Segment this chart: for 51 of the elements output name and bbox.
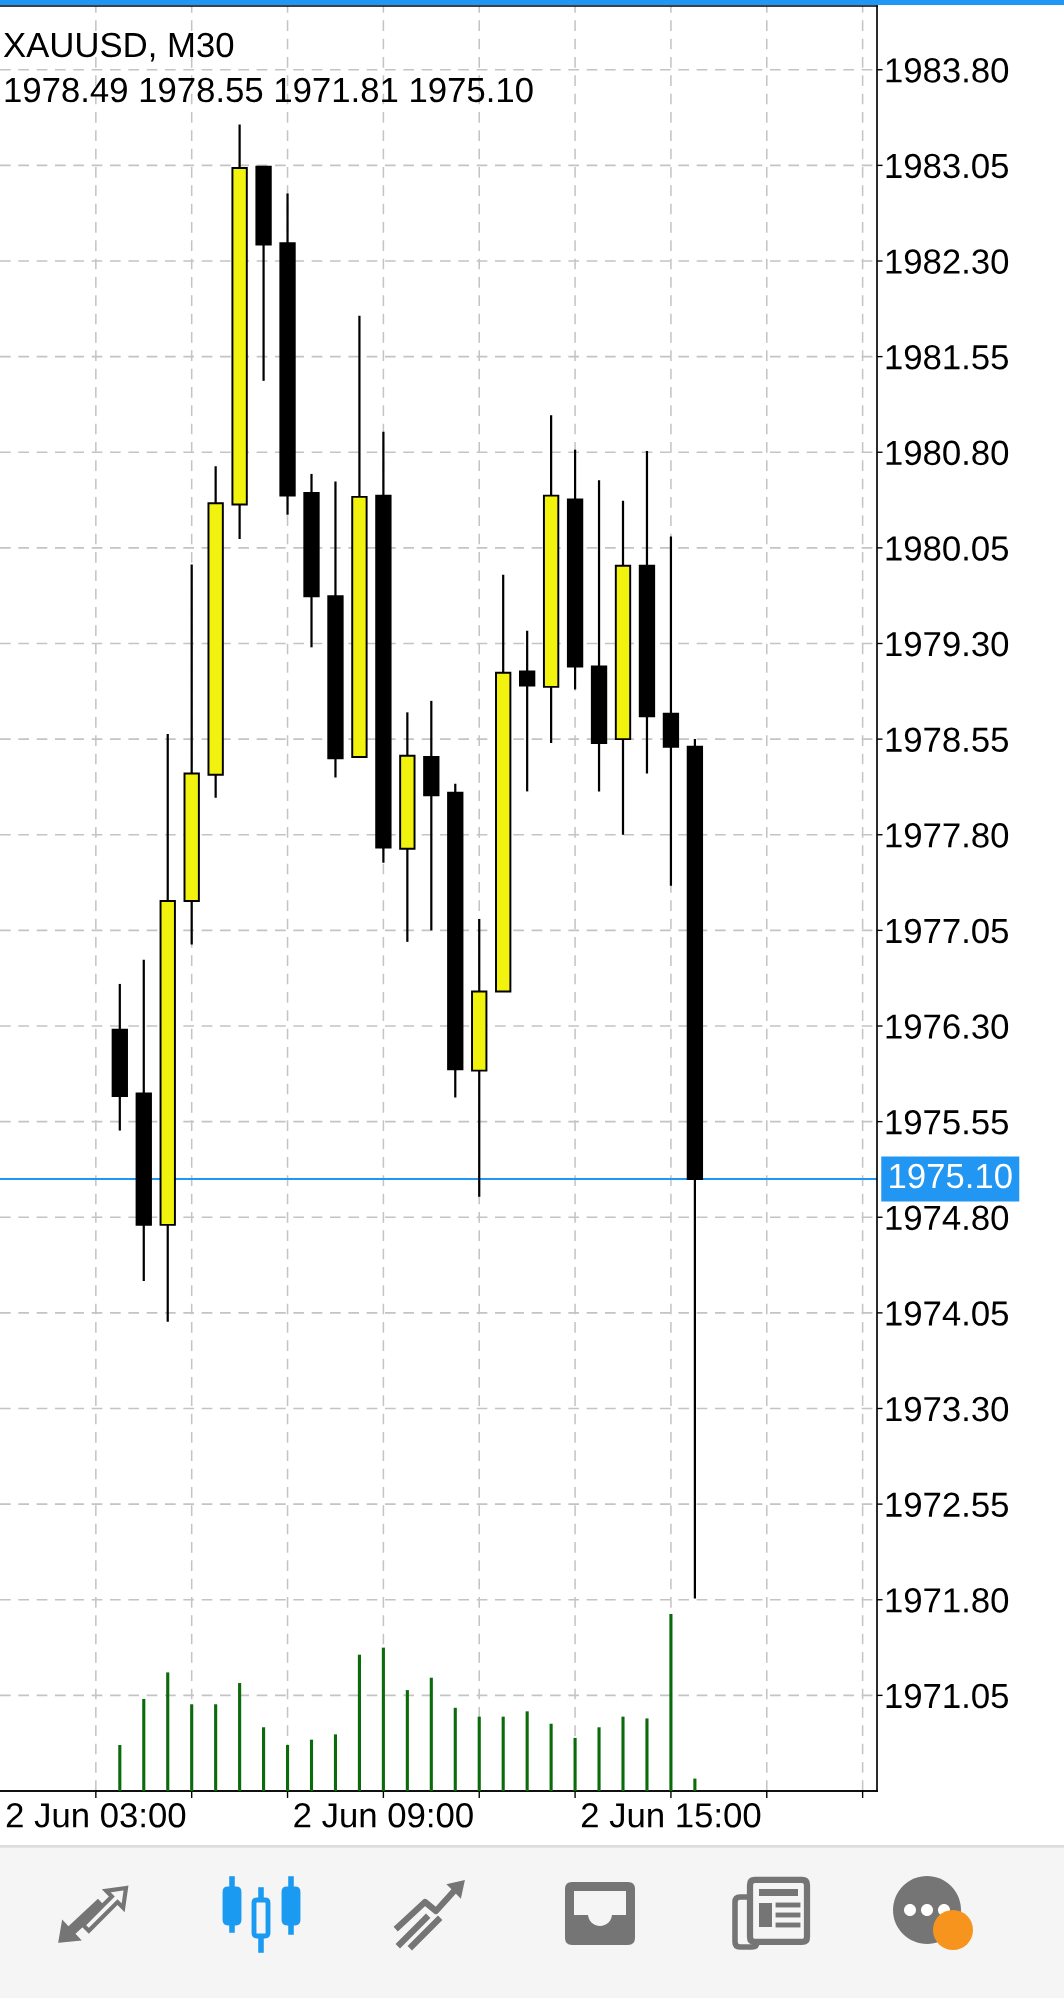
x-tick-label: 2 Jun 15:00 xyxy=(581,1803,761,1828)
y-tick-label: 1981.55 xyxy=(886,344,1008,370)
y-tick-label: 1980.80 xyxy=(886,440,1009,466)
y-tick-label: 1977.05 xyxy=(886,918,1008,944)
bar xyxy=(142,1698,146,1791)
bar xyxy=(501,1716,505,1791)
bar xyxy=(453,1707,457,1791)
bar xyxy=(285,1744,290,1791)
candlestick xyxy=(519,629,536,793)
text: XAUUSD, M30 xyxy=(3,32,234,62)
y-tick-label: 1976.30 xyxy=(886,1014,1009,1039)
bar xyxy=(525,1711,529,1791)
bar xyxy=(309,1739,314,1791)
y-tick-label: 1983.05 xyxy=(886,153,1008,179)
y-tick-label: 1977.80 xyxy=(886,823,1009,848)
bar xyxy=(333,1734,338,1791)
bar xyxy=(549,1723,553,1791)
y-tick-label: 1973.30 xyxy=(886,1396,1009,1422)
bar xyxy=(477,1716,481,1791)
bar xyxy=(669,1614,673,1791)
bar xyxy=(118,1744,122,1791)
y-tick-label: 1975.55 xyxy=(886,1109,1008,1135)
candlestick xyxy=(662,535,680,887)
bar xyxy=(214,1704,218,1791)
y-tick-label: 1983.80 xyxy=(886,58,1009,83)
ref-line-label: 1975.10 xyxy=(890,1163,1012,1189)
bar xyxy=(238,1683,242,1791)
bar xyxy=(166,1672,170,1791)
y-tick-label: 1971.80 xyxy=(886,1588,1009,1613)
bar xyxy=(357,1654,361,1791)
y-tick-label: 1971.05 xyxy=(886,1683,1008,1709)
x-tick-label: 2 Jun 03:00 xyxy=(6,1803,186,1828)
bar xyxy=(573,1737,577,1791)
bar xyxy=(597,1727,601,1791)
annotation: 1978.49 1978.55 1971.81 1975.10 xyxy=(5,77,533,103)
bar xyxy=(190,1704,194,1791)
y-tick-label: 1972.55 xyxy=(886,1492,1008,1518)
bar xyxy=(429,1677,433,1791)
x-tick-label: 2 Jun 09:00 xyxy=(294,1803,473,1828)
y-tick-label: 1979.30 xyxy=(886,631,1009,657)
bar xyxy=(262,1727,266,1791)
bar xyxy=(381,1647,385,1791)
bar xyxy=(693,1778,697,1791)
y-tick-label: 1974.05 xyxy=(886,1301,1008,1326)
y-tick-label: 1980.05 xyxy=(886,536,1008,561)
y-tick-label: 1982.30 xyxy=(886,249,1009,274)
y-tick-label: 1978.55 xyxy=(886,727,1008,753)
bar xyxy=(621,1716,625,1791)
y-tick-label: 1974.80 xyxy=(886,1205,1009,1231)
bar xyxy=(645,1718,649,1791)
bar xyxy=(405,1690,409,1791)
